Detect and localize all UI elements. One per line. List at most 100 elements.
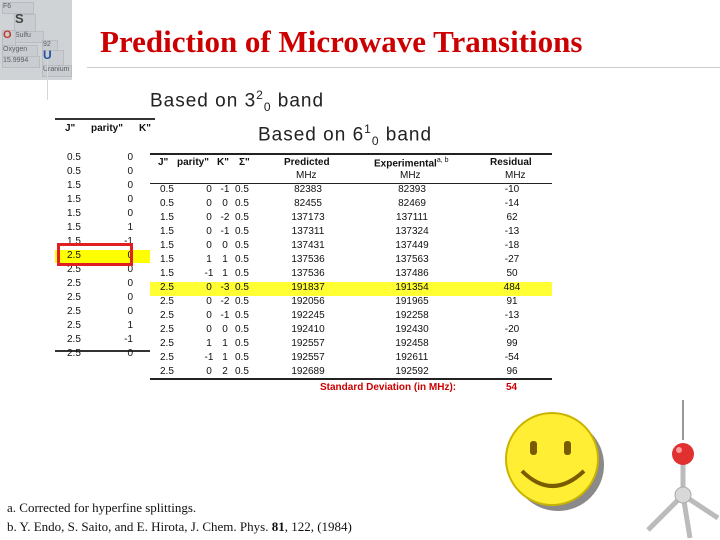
cell-experimental: 137563 [395,254,429,265]
back-cell-parity: 1 [127,222,133,233]
cell-residual: -14 [504,198,520,209]
cell-sigma: 0.5 [235,198,249,209]
logo-cell: U [42,49,64,66]
cell-predicted: 137536 [291,268,325,279]
cell-parity: 0 [206,226,212,237]
cell-sigma: 0.5 [235,212,249,223]
table-row: 2.5 1 [55,320,155,333]
back-cell-j: 1.5 [67,208,81,219]
back-cell-j: 2.5 [67,334,81,345]
band-label-text: band [271,90,325,112]
cell-predicted: 137536 [291,254,325,265]
back-cell-j: 2.5 [67,264,81,275]
cell-sigma: 0.5 [235,366,249,377]
cell-experimental: 192430 [395,324,429,335]
back-cell-parity: 0 [127,306,133,317]
cell-k: 1 [222,268,228,279]
front-data-table: J" parity" K" Σ" Predicted Experimentala… [150,150,552,393]
cell-residual: 99 [506,338,518,349]
header-experimental-text: Experimental [374,158,437,170]
cell-experimental: 191965 [395,296,429,307]
cell-k: 1 [222,338,228,349]
cell-residual: -13 [504,310,520,321]
cell-predicted: 82455 [294,198,322,209]
band-label-back: Based on 320 band [150,88,324,114]
title-divider [87,67,720,68]
cell-residual: -54 [504,352,520,363]
cell-predicted: 192056 [291,296,325,307]
table-row: 1.5 -1 [55,236,155,249]
back-cell-j: 2.5 [67,348,81,359]
cell-j: 0.5 [160,184,174,195]
cell-residual: 50 [506,268,518,279]
table-row: 1.5 0 0 0.5 137431 137449 -18 [150,240,552,254]
band-label-text: Based on 3 [150,90,257,112]
table-row: 1.5 1 1 0.5 137536 137563 -27 [150,254,552,268]
cell-k: -2 [220,212,230,223]
cell-sigma: 0.5 [235,254,249,265]
cell-k: 0 [222,324,228,335]
table-row: 2.5 0 [55,348,155,361]
band-label-text: band [379,124,433,146]
cell-parity: 0 [206,212,212,223]
table-row: 2.5 -1 1 0.5 192557 192611 -54 [150,352,552,366]
back-header-parity: parity" [91,123,123,134]
front-row-highlight [150,282,552,296]
cell-k: 1 [222,352,228,363]
cell-predicted: 192245 [291,310,325,321]
cell-j: 2.5 [160,352,174,363]
back-cell-parity: 0 [127,264,133,275]
cell-residual: 96 [506,366,518,377]
band-label-text: Based on 6 [258,124,365,146]
cell-k: 0 [222,240,228,251]
footnote-b-volume: 81 [271,519,285,534]
cell-parity: 0 [206,240,212,251]
cell-experimental: 192611 [395,352,429,363]
cell-predicted: 191837 [291,282,325,293]
back-cell-j: 1.5 [67,222,81,233]
cell-experimental: 137324 [395,226,429,237]
cell-residual: -10 [504,184,520,195]
highlight-box [57,243,133,266]
cell-parity: 1 [206,254,212,265]
unit-experimental: MHz [400,170,421,181]
back-cell-j: 1.5 [67,236,81,247]
cell-j: 1.5 [160,212,174,223]
cell-predicted: 192410 [291,324,325,335]
page-title: Prediction of Microwave Transitions [100,24,583,59]
table-row: 0.5 0 0 0.5 82455 82469 -14 [150,198,552,212]
cell-experimental: 137486 [395,268,429,279]
back-cell-j: 2.5 [67,250,81,261]
table-row: 0.5 0 -1 0.5 82383 82393 -10 [150,184,552,198]
cell-sigma: 0.5 [235,352,249,363]
cell-predicted: 137311 [291,226,325,237]
cell-sigma: 0.5 [235,296,249,307]
back-cell-parity: 1 [127,320,133,331]
footnote-b-text: , 122, (1984) [284,519,352,534]
table-row: 2.5 0 0 0.5 192410 192430 -20 [150,324,552,338]
table-row: 1.5 0 [55,194,155,207]
cell-residual: -18 [504,240,520,251]
logo-cell: Uranium [42,65,72,77]
table-row: 2.5 0 2 0.5 192689 192592 96 [150,366,552,380]
cell-predicted: 192689 [291,366,325,377]
cell-k: 2 [222,366,228,377]
table-row: 2.5 0 [55,306,155,319]
cell-sigma: 0.5 [235,338,249,349]
cell-parity: 0 [206,282,212,293]
back-cell-parity: -1 [124,236,133,247]
back-cell-parity: 0 [127,194,133,205]
band-label-sub: 0 [263,100,272,115]
table-row: 2.5 0 -2 0.5 192056 191965 91 [150,296,552,310]
back-cell-parity: -1 [124,334,133,345]
logo-cell: 15.9994 [2,56,40,68]
cell-residual: -20 [504,324,520,335]
cell-residual: 62 [506,212,518,223]
cell-parity: -1 [204,268,214,279]
back-header-j: J" [65,123,76,134]
footnote-a: a. Corrected for hyperfine splittings. [7,500,197,515]
cell-parity: 0 [206,184,212,195]
cell-k: -1 [220,184,230,195]
cell-residual: -27 [504,254,520,265]
molecule-model-icon [646,400,720,539]
